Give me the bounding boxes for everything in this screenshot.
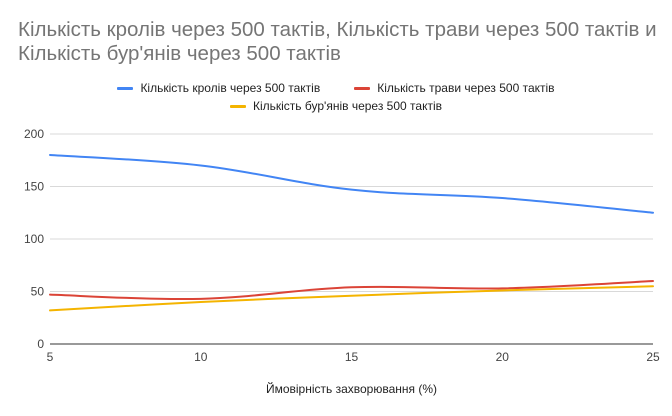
x-tick-label: 15: [345, 350, 359, 364]
y-tick-label: 100: [24, 232, 44, 246]
series-lines: [49, 154, 654, 312]
legend: Кількість кролів через 500 тактів Кількі…: [0, 81, 672, 95]
series-line-weeds: [49, 285, 654, 312]
legend-item-rabbits[interactable]: Кількість кролів через 500 тактів: [117, 81, 320, 95]
y-tick-label: 50: [31, 285, 45, 299]
legend-item-grass[interactable]: Кількість трави через 500 тактів: [354, 81, 555, 95]
legend-label-grass: Кількість трави через 500 тактів: [377, 81, 555, 95]
y-tick-label: 0: [37, 337, 44, 351]
legend-item-weeds[interactable]: Кількість бур'янів через 500 тактів: [229, 99, 442, 113]
x-tick-label: 20: [496, 350, 510, 364]
legend-row-2: Кількість бур'янів через 500 тактів: [0, 99, 672, 113]
y-tick-label: 200: [24, 127, 44, 141]
x-tick-label: 10: [194, 350, 208, 364]
grid: [50, 133, 653, 345]
x-axis-title: Ймовірність захворювання (%): [266, 381, 437, 396]
x-tick-label: 5: [47, 350, 54, 364]
chart-title: Кількість кролів через 500 тактів, Кільк…: [18, 18, 657, 65]
legend-swatch-grass: [354, 86, 371, 90]
y-tick-label: 150: [24, 180, 44, 194]
series-line-grass: [49, 280, 654, 301]
x-tick-label: 25: [646, 350, 660, 364]
series-line-rabbits: [49, 154, 654, 214]
tick-labels: 0 50 100 150 200 5 10 15 20 25: [24, 127, 660, 364]
legend-swatch-weeds: [229, 104, 246, 108]
legend-label-rabbits: Кількість кролів через 500 тактів: [140, 81, 321, 95]
legend-swatch-rabbits: [117, 86, 134, 90]
legend-label-weeds: Кількість бур'янів через 500 тактів: [252, 99, 442, 113]
